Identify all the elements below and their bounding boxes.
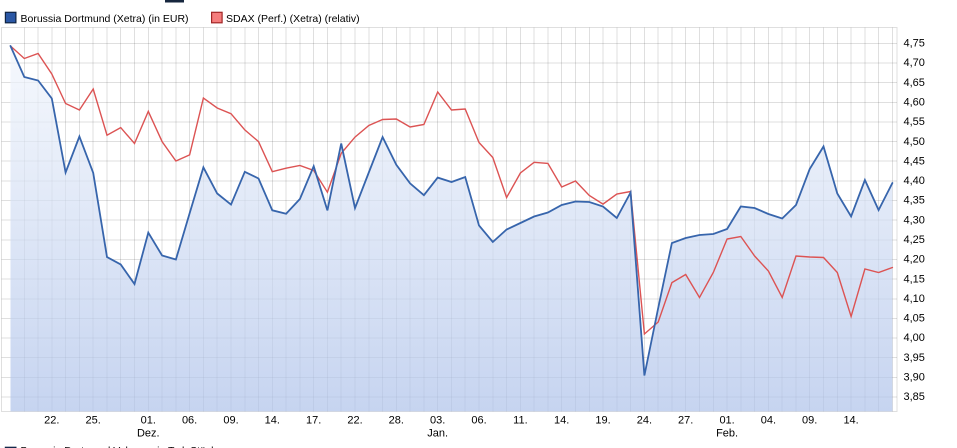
svg-text:4,55: 4,55 [904,116,925,128]
svg-text:4,35: 4,35 [904,195,925,207]
svg-text:Feb.: Feb. [716,428,738,440]
svg-text:09.: 09. [802,415,817,427]
svg-text:19.: 19. [595,415,610,427]
svg-text:24.: 24. [637,415,652,427]
svg-text:Borussia Dortmund Volumen in T: Borussia Dortmund Volumen in Tsd. Stück [21,445,218,448]
svg-text:25.: 25. [86,415,101,427]
svg-text:06.: 06. [182,415,197,427]
svg-text:SDAX (Perf.) (Xetra) (relativ): SDAX (Perf.) (Xetra) (relativ) [226,13,360,25]
svg-text:28.: 28. [389,415,404,427]
svg-text:4,05: 4,05 [904,313,925,325]
svg-text:4,65: 4,65 [904,77,925,89]
svg-text:11.: 11. [513,415,527,427]
svg-text:Jan.: Jan. [427,428,448,440]
svg-text:3,85: 3,85 [904,391,925,403]
svg-text:04.: 04. [761,415,776,427]
svg-text:22.: 22. [347,415,362,427]
svg-text:4,15: 4,15 [904,273,925,285]
svg-text:27.: 27. [678,415,693,427]
svg-text:22.: 22. [44,415,59,427]
svg-text:3,90: 3,90 [904,372,925,384]
svg-text:Borussia Dortmund (Xetra) (in: Borussia Dortmund (Xetra) (in EUR) [21,13,189,25]
svg-text:06.: 06. [471,415,486,427]
svg-text:4,50: 4,50 [904,136,925,148]
svg-text:4,70: 4,70 [904,57,925,69]
svg-text:01.: 01. [719,415,734,427]
svg-text:4,40: 4,40 [904,175,925,187]
svg-text:17.: 17. [306,415,321,427]
svg-text:01.: 01. [141,415,156,427]
svg-text:03.: 03. [430,415,445,427]
svg-text:3,95: 3,95 [904,352,925,364]
svg-text:09.: 09. [223,415,238,427]
svg-text:14.: 14. [843,415,858,427]
svg-text:4,75: 4,75 [904,38,925,50]
svg-text:4,60: 4,60 [904,97,925,109]
svg-text:4,30: 4,30 [904,214,925,226]
svg-text:14.: 14. [554,415,569,427]
svg-text:Dez.: Dez. [137,428,160,440]
svg-text:4,10: 4,10 [904,293,925,305]
svg-text:4,45: 4,45 [904,155,925,167]
svg-text:4,00: 4,00 [904,332,925,344]
svg-text:4,25: 4,25 [904,234,925,246]
svg-text:14.: 14. [265,415,280,427]
svg-text:4,20: 4,20 [904,254,925,266]
